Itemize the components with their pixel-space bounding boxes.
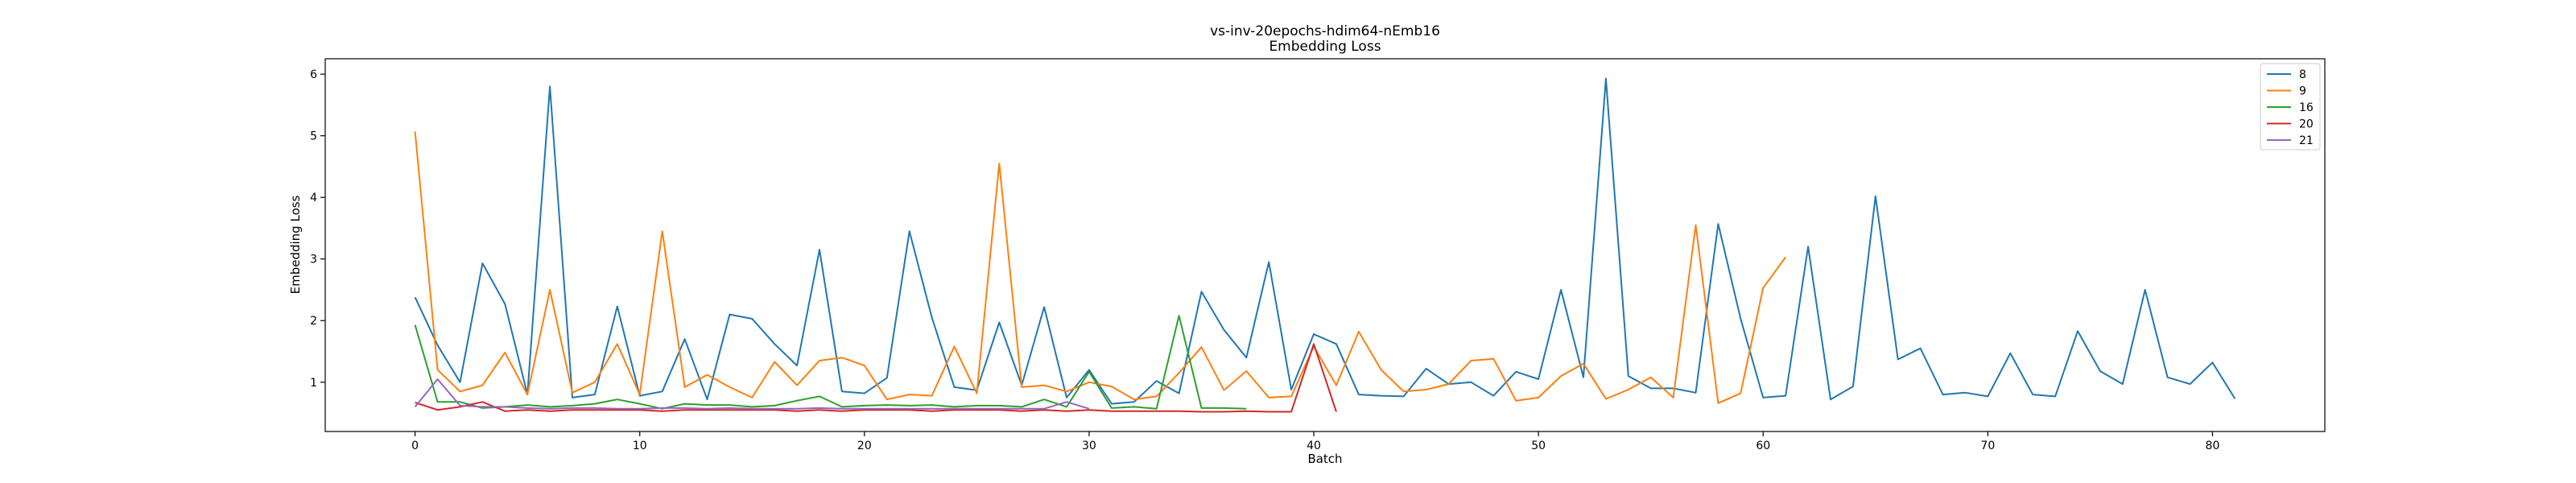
series-line-16 [414,315,1247,410]
series-line-9 [414,131,1787,404]
legend-label-9: 9 [2299,85,2306,98]
plot-frame [324,58,2326,432]
legend: 8 9 16 20 21 [2260,63,2321,151]
x-tick-label: 80 [2206,440,2220,452]
series-line-20 [415,343,1337,413]
series-line-8 [414,77,2236,405]
x-tick-label: 20 [857,440,872,452]
axis-layer: 0 10 20 30 40 50 60 70 80 1 2 3 4 5 6 [310,68,2219,452]
x-tick-label: 50 [1531,440,1546,452]
x-tick-label: 0 [411,440,419,452]
y-tick-label: 6 [310,68,317,81]
x-tick-label: 70 [1980,440,1995,452]
y-tick-label: 1 [310,377,317,390]
x-axis-label: Batch [1307,452,1342,466]
series-line-21 [414,378,1090,410]
x-tick-label: 60 [1756,440,1770,452]
chart-subtitle: Embedding Loss [1269,39,1381,55]
y-tick-label: 2 [310,315,317,328]
y-tick-label: 4 [310,192,317,204]
legend-label-20: 20 [2299,118,2314,131]
legend-label-21: 21 [2299,134,2314,147]
x-tick-label: 30 [1082,440,1096,452]
x-tick-label: 40 [1307,440,1321,452]
y-tick-label: 5 [310,130,317,143]
series-layer [414,77,2236,413]
y-axis-label: Embedding Loss [288,195,303,294]
legend-label-16: 16 [2299,101,2314,114]
y-tick-label: 3 [310,254,317,266]
legend-label-8: 8 [2299,68,2306,81]
x-tick-label: 10 [633,440,647,452]
chart-title: vs-inv-20epochs-hdim64-nEmb16 [1210,23,1440,39]
